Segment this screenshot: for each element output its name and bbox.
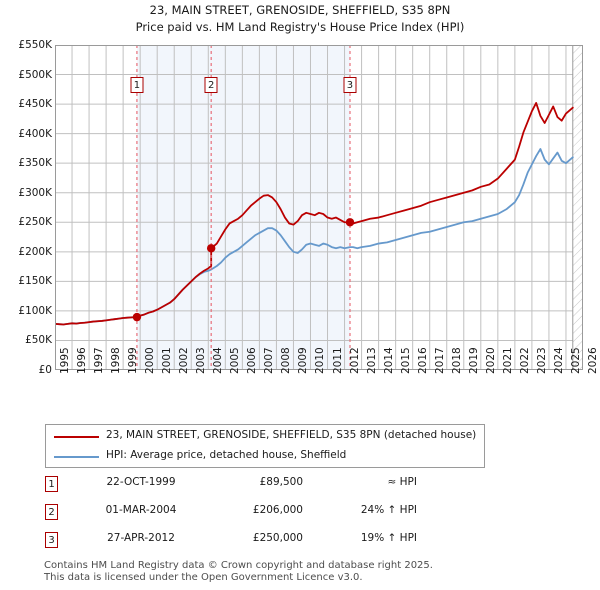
page-title: 23, MAIN STREET, GRENOSIDE, SHEFFIELD, S… xyxy=(0,2,600,36)
x-axis-tick-label: 2004 xyxy=(212,347,225,374)
x-axis-tick-label: 2016 xyxy=(416,347,429,374)
y-axis-tick-label: £500K xyxy=(18,68,52,81)
transaction-price: £250,000 xyxy=(252,532,303,544)
x-axis-tick-label: 2007 xyxy=(263,347,276,374)
chart-subtitle: Price paid vs. HM Land Registry's House … xyxy=(135,20,465,34)
y-axis-tick-label: £400K xyxy=(18,127,52,140)
chart-legend: 23, MAIN STREET, GRENOSIDE, SHEFFIELD, S… xyxy=(45,424,485,468)
x-axis-tick-label: 2012 xyxy=(348,347,361,374)
table-row: 3 27-APR-2012 £250,000 19% ↑ HPI xyxy=(45,530,465,558)
legend-item-hpi: HPI: Average price, detached house, Shef… xyxy=(46,446,484,468)
x-axis-tick-label: 2019 xyxy=(467,347,480,374)
legend-swatch-price-paid xyxy=(54,436,99,438)
x-axis-tick-label: 2021 xyxy=(501,347,514,374)
y-axis-tick-label: £200K xyxy=(18,245,52,258)
x-axis-tick-label: 2017 xyxy=(433,347,446,374)
x-axis-tick-label: 2015 xyxy=(399,347,412,374)
legend-swatch-hpi xyxy=(54,456,99,458)
x-axis-tick-label: 2011 xyxy=(331,347,344,374)
x-axis-tick-label: 2002 xyxy=(178,347,191,374)
chart-svg xyxy=(55,45,583,370)
y-axis-tick-label: £0 xyxy=(38,364,52,376)
x-axis-tick-label: 2006 xyxy=(246,347,259,374)
x-axis-tick-label: 2020 xyxy=(484,347,497,374)
x-axis-tick-label: 2009 xyxy=(297,347,310,374)
x-axis-tick-label: 2018 xyxy=(450,347,463,374)
x-axis-tick-label: 2001 xyxy=(161,347,174,374)
y-axis-tick-label: £150K xyxy=(18,275,52,288)
x-axis-tick-label: 2008 xyxy=(280,347,293,374)
x-axis-tick-label: 1998 xyxy=(110,347,123,374)
y-axis-tick-label: £100K xyxy=(18,304,52,317)
transaction-date: 01-MAR-2004 xyxy=(105,504,177,516)
x-axis-tick-label: 1995 xyxy=(59,347,71,374)
footer-attribution: Contains HM Land Registry data © Crown c… xyxy=(44,560,584,584)
y-axis-tick-label: £250K xyxy=(18,216,52,229)
x-axis-tick-label: 2000 xyxy=(144,347,157,374)
transaction-date: 22-OCT-1999 xyxy=(106,476,176,488)
legend-label-hpi: HPI: Average price, detached house, Shef… xyxy=(106,449,347,461)
x-axis-tick-label: 2013 xyxy=(365,347,378,374)
transactions-table: 1 22-OCT-1999 £89,500 ≈ HPI 2 01-MAR-200… xyxy=(45,474,465,558)
y-axis-tick-label: £50K xyxy=(25,334,52,347)
x-axis-tick-label: 2010 xyxy=(314,347,327,374)
transaction-price: £89,500 xyxy=(259,476,303,488)
transaction-hpi-delta: 19% ↑ HPI xyxy=(360,532,417,544)
y-axis-tick-label: £300K xyxy=(18,186,52,199)
x-axis-tick-label: 1997 xyxy=(93,347,106,374)
transaction-index-badge: 1 xyxy=(45,476,58,492)
x-axis-tick-label: 2023 xyxy=(535,347,548,374)
chart-title: 23, MAIN STREET, GRENOSIDE, SHEFFIELD, S… xyxy=(149,3,451,17)
transaction-index-badge: 2 xyxy=(45,504,58,520)
x-axis-tick-label: 2005 xyxy=(229,347,242,374)
x-axis-tick-label: 2025 xyxy=(569,347,582,374)
legend-label-price-paid: 23, MAIN STREET, GRENOSIDE, SHEFFIELD, S… xyxy=(106,429,477,441)
y-axis-tick-label: £450K xyxy=(18,98,52,111)
y-axis-tick-label: £550K xyxy=(18,39,52,51)
transaction-price: £206,000 xyxy=(252,504,303,516)
y-axis-tick-label: £350K xyxy=(18,157,52,170)
x-axis-tick-label: 2024 xyxy=(552,347,565,374)
table-row: 1 22-OCT-1999 £89,500 ≈ HPI xyxy=(45,474,465,502)
footer-line-copyright: Contains HM Land Registry data © Crown c… xyxy=(44,560,433,571)
x-axis-tick-label: 2003 xyxy=(195,347,208,374)
transaction-hpi-delta: 24% ↑ HPI xyxy=(360,504,417,516)
plot-inner xyxy=(55,45,583,370)
x-axis-tick-label: 2026 xyxy=(587,347,599,374)
transaction-hpi-delta: ≈ HPI xyxy=(387,476,417,488)
x-axis-tick-label: 1999 xyxy=(127,347,140,374)
chart-marker-badge: 3 xyxy=(343,77,357,93)
chart-marker-badge: 2 xyxy=(204,77,218,93)
chart-marker-badge: 1 xyxy=(130,77,144,93)
x-axis-tick-label: 2014 xyxy=(382,347,395,374)
chart-plot-area: 1 2 3 xyxy=(55,45,583,370)
transaction-index-badge: 3 xyxy=(45,532,58,548)
transaction-date: 27-APR-2012 xyxy=(107,532,175,544)
legend-item-price-paid: 23, MAIN STREET, GRENOSIDE, SHEFFIELD, S… xyxy=(46,426,484,448)
table-row: 2 01-MAR-2004 £206,000 24% ↑ HPI xyxy=(45,502,465,530)
x-axis-tick-label: 1996 xyxy=(76,347,89,374)
x-axis-tick-label: 2022 xyxy=(518,347,531,374)
footer-line-licence: This data is licensed under the Open Gov… xyxy=(44,572,363,583)
